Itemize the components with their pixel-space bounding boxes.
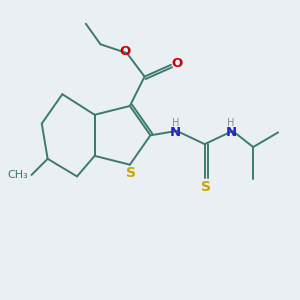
Text: H: H [172,118,179,128]
Text: S: S [126,167,136,181]
Text: S: S [201,180,211,194]
Text: H: H [227,118,235,128]
Text: N: N [170,126,181,139]
Text: N: N [226,126,237,139]
Text: O: O [172,57,183,70]
Text: CH₃: CH₃ [7,170,28,180]
Text: O: O [120,45,131,58]
